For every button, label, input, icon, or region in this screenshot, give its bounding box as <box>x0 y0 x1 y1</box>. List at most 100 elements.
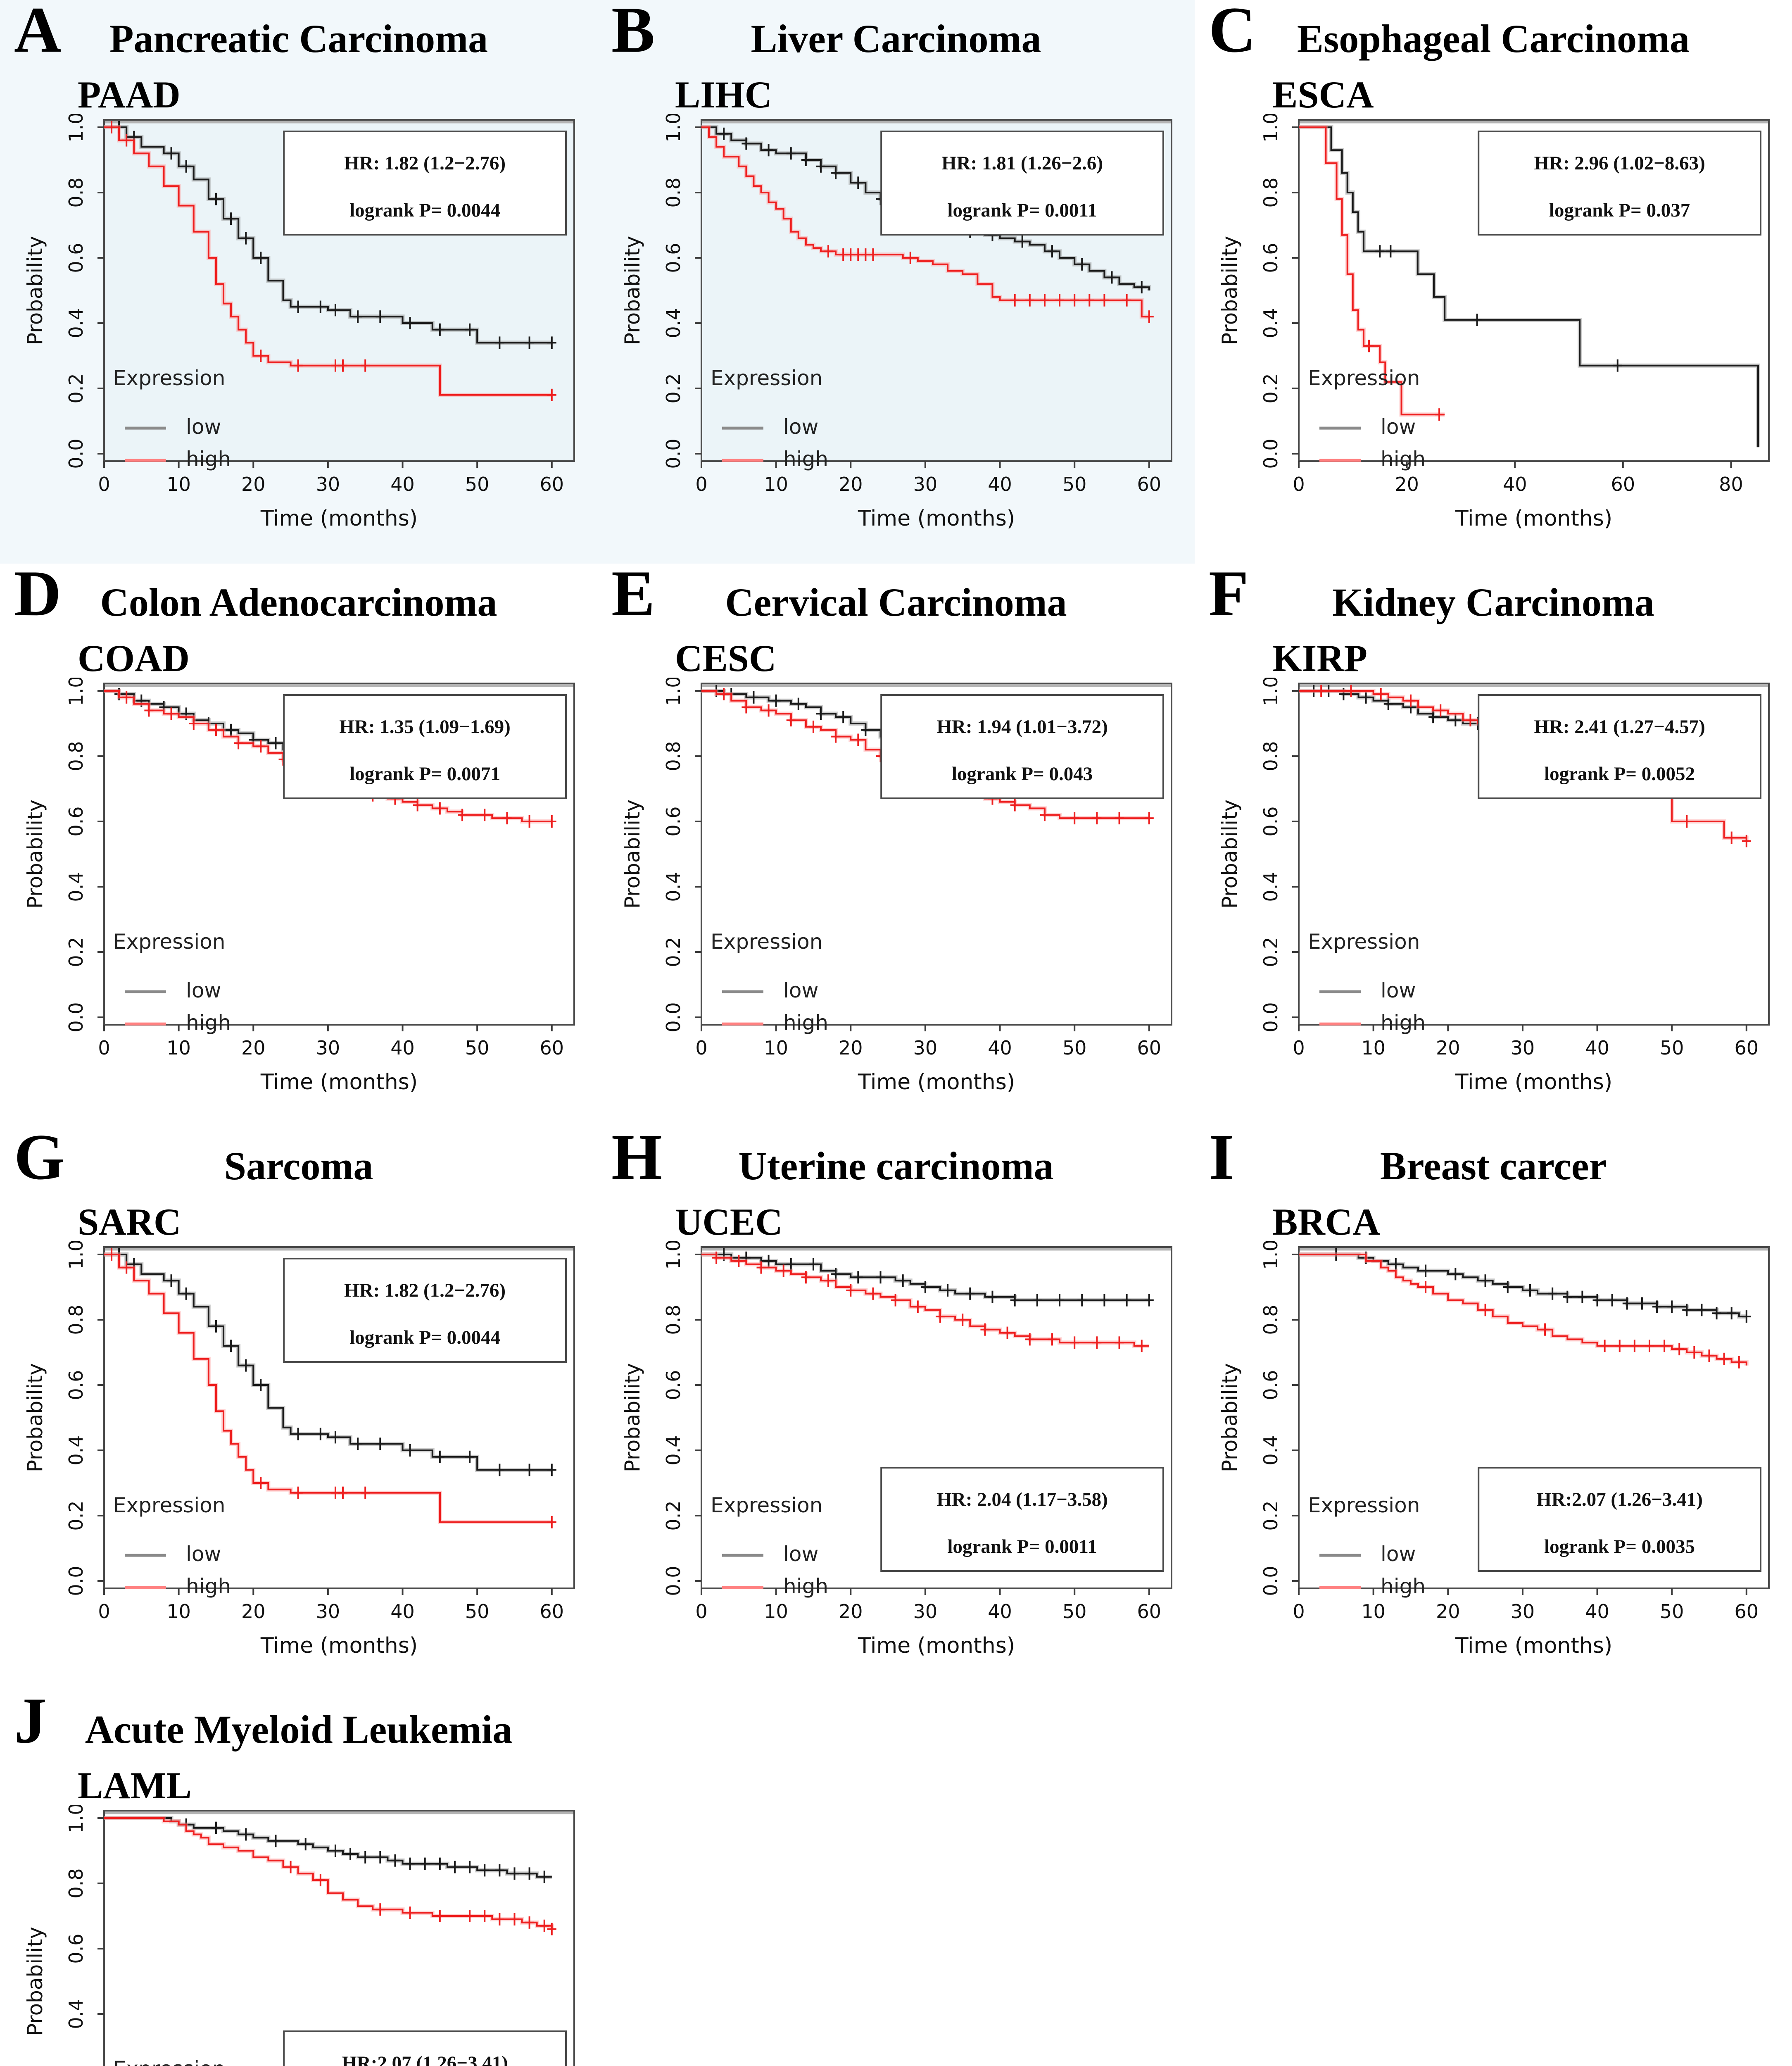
panel-abbr: UCEC <box>675 1201 783 1243</box>
x-tick-label: 30 <box>316 1600 340 1623</box>
legend-label-high: high <box>186 1574 231 1598</box>
hr-value: HR: 2.96 (1.02−8.63) <box>1534 152 1705 174</box>
hr-box <box>880 694 1164 799</box>
y-axis-title: Probability <box>1218 800 1242 909</box>
plot-frame <box>103 1246 575 1589</box>
hr-value: HR: 1.82 (1.2−2.76) <box>344 152 506 174</box>
x-axis-title: Time (months) <box>858 1070 1015 1095</box>
legend-label-high: high <box>783 1574 828 1598</box>
y-tick-label: 0.2 <box>662 1500 684 1530</box>
km-curve <box>1299 1254 1747 1366</box>
x-tick-label: 20 <box>241 473 266 495</box>
x-axis-title: Time (months) <box>1455 506 1612 531</box>
logrank-p-value: logrank P= 0.0011 <box>947 1536 1097 1557</box>
hr-box <box>1478 694 1761 799</box>
y-tick-label: 0.6 <box>662 806 684 836</box>
x-tick-label: 50 <box>1660 1037 1684 1059</box>
legend-title: Expression <box>711 1493 822 1517</box>
panel-title: Colon Adenocarcinoma <box>100 580 497 624</box>
x-tick-label: 0 <box>1293 1600 1305 1623</box>
km-curve <box>701 126 1149 318</box>
y-tick-label: 1.0 <box>65 1805 87 1833</box>
km-curve <box>104 1254 552 1471</box>
x-tick-label: 50 <box>465 1600 490 1623</box>
x-tick-label: 80 <box>1719 473 1743 495</box>
x-tick-label: 60 <box>1611 473 1635 495</box>
legend-title: Expression <box>1308 366 1420 390</box>
panel-letter: F <box>1209 564 1249 630</box>
y-tick-label: 0.8 <box>65 177 87 207</box>
panel-title: Uterine carcinoma <box>738 1144 1054 1188</box>
x-tick-label: 60 <box>540 473 564 495</box>
hr-value: HR: 1.94 (1.01−3.72) <box>936 716 1108 738</box>
km-plot-laml: 01020304050600.00.20.40.60.81.0Probabili… <box>0 1805 597 2066</box>
plot-area <box>104 1811 574 2066</box>
x-tick-label: 10 <box>166 473 191 495</box>
x-tick-label: 30 <box>913 473 938 495</box>
x-tick-label: 50 <box>1660 1600 1684 1623</box>
y-tick-label: 0.8 <box>65 1868 87 1898</box>
y-tick-label: 1.0 <box>1260 114 1282 143</box>
y-tick-label: 0.4 <box>65 308 87 338</box>
y-tick-label: 0.4 <box>662 871 684 902</box>
y-tick-label: 0.2 <box>65 2064 87 2066</box>
x-tick-label: 40 <box>988 1600 1012 1623</box>
y-tick-label: 1.0 <box>65 114 87 143</box>
y-tick-label: 0.6 <box>65 243 87 273</box>
x-tick-label: 10 <box>166 1037 191 1059</box>
x-tick-label: 0 <box>98 1037 110 1059</box>
y-tick-label: 0.2 <box>1260 937 1282 967</box>
x-tick-label: 40 <box>1503 473 1527 495</box>
y-tick-label: 0.4 <box>662 308 684 338</box>
x-tick-label: 0 <box>98 1600 110 1623</box>
hr-value: HR: 1.81 (1.26−2.6) <box>941 152 1103 174</box>
y-tick-label: 0.0 <box>65 1002 87 1032</box>
panel-abbr: KIRP <box>1272 637 1367 679</box>
y-tick-label: 0.4 <box>1260 1435 1282 1465</box>
logrank-p-value: logrank P= 0.0044 <box>349 1327 500 1348</box>
panel-cesc: E Cervical Carcinoma CESC 0 10 20 30 40 50 60 0… <box>597 564 1195 1127</box>
y-tick-label: 0.8 <box>1260 177 1282 207</box>
y-axis-title: Probability <box>23 800 47 909</box>
legend-label-high: high <box>1381 1574 1426 1598</box>
y-tick-label: 0.6 <box>1260 806 1282 836</box>
y-tick-label: 0.0 <box>65 1566 87 1596</box>
hr-box <box>283 2030 567 2066</box>
km-plot-ucec: 0 10 20 30 40 50 60 0.0 0.2 0.4 0.6 0.8 1.0 Probabili… <box>597 1241 1195 1671</box>
legend-title: Expression <box>711 930 822 954</box>
panel-abbr: CESC <box>675 637 777 679</box>
legend-title: Expression <box>113 1493 225 1517</box>
y-tick-label: 0.0 <box>1260 1002 1282 1032</box>
panel-letter: D <box>14 564 62 630</box>
panel-abbr: LIHC <box>675 74 772 116</box>
x-tick-label: 40 <box>988 1037 1012 1059</box>
y-tick-label: 0.4 <box>65 871 87 902</box>
y-tick-label: 0.0 <box>662 438 684 469</box>
km-curve <box>104 126 552 344</box>
x-axis-title: Time (months) <box>260 506 418 531</box>
x-tick-label: 50 <box>1062 473 1087 495</box>
km-curve <box>701 1254 1149 1301</box>
panel-title: Pancreatic Carcinoma <box>109 17 488 61</box>
km-svg: 01020304050600.00.20.40.60.81.0Probabili… <box>23 1805 575 2066</box>
plot-frame <box>1298 683 1770 1026</box>
hr-value: HR: 2.41 (1.27−4.57) <box>1534 716 1705 738</box>
panel-paad: A Pancreatic Carcinoma PAAD 0 10 20 30 40 50 6… <box>0 0 597 564</box>
x-tick-label: 20 <box>241 1037 266 1059</box>
x-tick-label: 0 <box>695 473 707 495</box>
x-tick-label: 10 <box>1361 1037 1386 1059</box>
x-tick-label: 60 <box>1137 473 1162 495</box>
km-plot-paad: 0 10 20 30 40 50 60 0.0 0.2 0.4 0.6 0.8 1.0 Probabili… <box>0 114 597 544</box>
panel-letter: I <box>1209 1127 1234 1193</box>
y-axis-title: Probability <box>23 236 47 345</box>
panel-brca: I Breast carcer BRCA 0 10 20 30 40 50 60 0.0 0.2… <box>1195 1127 1792 1691</box>
x-axis-title: Time (months) <box>260 1070 418 1095</box>
km-plot-kirp: 0 10 20 30 40 50 60 0.0 0.2 0.4 0.6 0.8 1.0 Probabili… <box>1195 678 1792 1107</box>
logrank-p-value: logrank P= 0.037 <box>1549 200 1690 221</box>
x-tick-label: 10 <box>764 1600 788 1623</box>
km-curve <box>104 1817 553 1929</box>
x-tick-label: 30 <box>1511 1600 1535 1623</box>
legend-label-high: high <box>1381 447 1426 471</box>
